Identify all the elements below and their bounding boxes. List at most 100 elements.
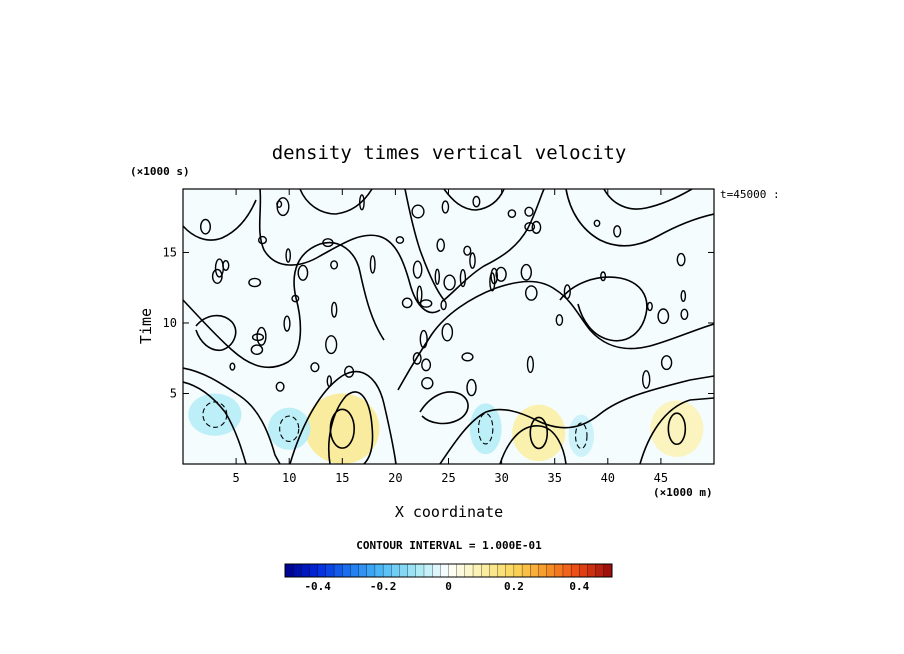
contour-cell bbox=[331, 301, 338, 318]
y-tick-label: 5 bbox=[170, 386, 177, 400]
contour-cell bbox=[642, 370, 651, 389]
contour-line bbox=[195, 314, 237, 352]
contour-cell bbox=[258, 235, 268, 245]
contour-cell bbox=[657, 308, 670, 325]
positive-contour bbox=[667, 412, 687, 446]
positive-contour bbox=[329, 408, 355, 449]
contour-cell bbox=[441, 323, 454, 342]
contour-line bbox=[499, 425, 567, 464]
contour-cell bbox=[369, 255, 376, 274]
contour-cell bbox=[434, 268, 440, 285]
colorbar-cell bbox=[481, 563, 490, 578]
y-unit-label: (×1000 s) bbox=[130, 165, 190, 178]
contour-line bbox=[443, 189, 505, 211]
contour-cell bbox=[229, 362, 236, 371]
colorbar-cell bbox=[595, 563, 605, 578]
contour-cell bbox=[326, 375, 332, 387]
contour-cell bbox=[297, 264, 309, 281]
colorbar-tick-label: 0.4 bbox=[569, 580, 589, 593]
contour-cell bbox=[211, 268, 223, 285]
contour-cell bbox=[283, 315, 291, 332]
colorbar-cell bbox=[342, 563, 351, 578]
contour-cell bbox=[459, 269, 467, 288]
contour-cell bbox=[250, 344, 264, 356]
colorbar-cell bbox=[358, 563, 368, 578]
colorbar-cell bbox=[333, 563, 343, 578]
colorbar-cell bbox=[448, 563, 458, 578]
colorbar-frame bbox=[284, 563, 613, 578]
colorbar-cell bbox=[366, 563, 376, 578]
colorbar-cell bbox=[546, 563, 556, 578]
contour-cell bbox=[463, 245, 472, 256]
contour-cell bbox=[555, 314, 564, 326]
contour-line bbox=[639, 397, 714, 464]
contour-cell bbox=[520, 263, 532, 281]
contour-cell bbox=[443, 274, 456, 291]
contour-cell bbox=[660, 355, 673, 371]
contour-cell bbox=[419, 329, 428, 349]
contour-cell bbox=[395, 236, 405, 244]
colorbar-cell bbox=[497, 563, 507, 578]
plot-field bbox=[183, 189, 714, 464]
x-tick-label: 45 bbox=[654, 471, 668, 485]
contour-cell bbox=[322, 238, 334, 248]
colorbar-cell bbox=[456, 563, 466, 578]
contour-cell bbox=[214, 258, 225, 278]
colorbar-cell bbox=[464, 563, 474, 578]
contour-line bbox=[397, 280, 714, 391]
contour-cell bbox=[524, 221, 536, 232]
contour-cell bbox=[680, 290, 687, 303]
contour-cell bbox=[411, 204, 425, 219]
contour-line bbox=[439, 375, 714, 464]
contour-cell bbox=[256, 326, 267, 346]
colorbar-cell bbox=[530, 563, 539, 578]
colorbar-cell bbox=[579, 563, 588, 578]
colorbar-cell bbox=[513, 563, 523, 578]
colorbar-cell bbox=[325, 563, 335, 578]
contour-cell bbox=[441, 200, 450, 214]
negative-region bbox=[267, 407, 311, 450]
colorbar-cell bbox=[554, 563, 564, 578]
contour-interval-label: CONTOUR INTERVAL = 1.000E-01 bbox=[356, 539, 542, 552]
contour-cell bbox=[600, 271, 607, 282]
colorbar-cell bbox=[399, 563, 409, 578]
colorbar-cell bbox=[603, 563, 613, 578]
colorbar-cell bbox=[415, 563, 425, 578]
contour-cell bbox=[593, 219, 601, 228]
contour-line bbox=[559, 276, 648, 342]
colorbar-cell bbox=[301, 563, 310, 578]
chart-title: density times vertical velocity bbox=[272, 142, 627, 164]
contour-cell bbox=[563, 284, 571, 300]
contour-cell bbox=[276, 200, 283, 208]
contour-line bbox=[603, 189, 693, 210]
contour-cell bbox=[472, 195, 481, 208]
contour-line bbox=[183, 381, 247, 464]
colorbar-cell bbox=[374, 563, 384, 578]
contour-cell bbox=[525, 285, 538, 301]
colorbar-tick-label: -0.4 bbox=[304, 580, 331, 593]
negative-contour bbox=[202, 401, 228, 428]
contour-line bbox=[183, 241, 385, 369]
negative-contour bbox=[574, 422, 588, 450]
negative-region bbox=[469, 403, 502, 455]
negative-contour bbox=[279, 415, 300, 442]
colorbar-cell bbox=[587, 563, 597, 578]
contour-cell bbox=[401, 297, 413, 309]
contour-cell bbox=[436, 238, 446, 252]
positive-contour bbox=[529, 416, 549, 450]
small-contour-cells bbox=[199, 194, 689, 397]
contour-cell bbox=[680, 308, 689, 320]
x-tick-label: 5 bbox=[232, 471, 239, 485]
x-tick-label: 40 bbox=[601, 471, 615, 485]
contour-cell bbox=[440, 299, 447, 311]
contour-cell bbox=[524, 206, 534, 217]
colorbar-tick-label: -0.2 bbox=[370, 580, 397, 593]
contour-cell bbox=[344, 365, 355, 378]
contour-cell bbox=[469, 252, 476, 269]
negative-contour bbox=[477, 412, 494, 445]
contour-cell bbox=[421, 377, 434, 390]
contour-cell bbox=[489, 272, 496, 292]
x-tick-label: 10 bbox=[282, 471, 296, 485]
colorbar-cell bbox=[382, 563, 392, 578]
